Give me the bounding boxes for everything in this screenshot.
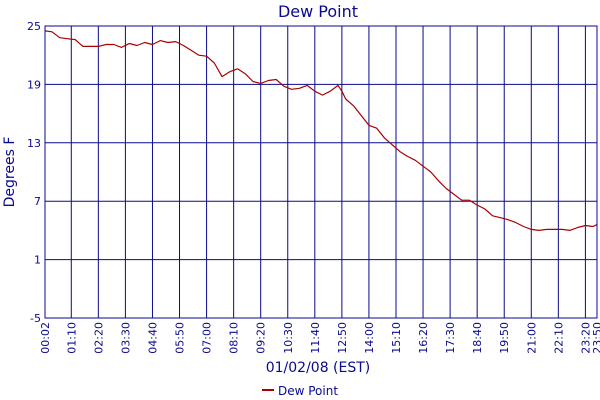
chart-title: Dew Point [278, 2, 358, 21]
y-tick-label: 7 [34, 195, 41, 208]
y-axis-label: Degrees F [2, 137, 18, 208]
x-tick-label: 05:50 [174, 322, 187, 354]
x-tick-label: 00:02 [39, 322, 52, 354]
x-tick-label: 23:20 [579, 322, 592, 354]
x-tick-label: 07:00 [201, 322, 214, 354]
x-tick-label: 16:20 [417, 322, 430, 354]
x-tick-label: 01:10 [65, 322, 78, 354]
x-tick-label: 11:40 [309, 322, 322, 354]
x-tick-label: 22:10 [552, 322, 565, 354]
legend-label: Dew Point [278, 384, 338, 398]
x-tick-label: 23:50 [591, 322, 600, 354]
x-tick-label: 08:10 [228, 322, 241, 354]
x-tick-label: 15:10 [390, 322, 403, 354]
x-tick-label: 17:30 [444, 322, 457, 354]
dew-point-series-line [44, 30, 598, 231]
x-tick-label: 09:20 [255, 322, 268, 354]
y-tick-label: 25 [27, 20, 41, 33]
x-tick-label: 18:40 [471, 322, 484, 354]
x-axis-label: 01/02/08 (EST) [266, 360, 371, 376]
x-tick-label: 12:50 [336, 322, 349, 354]
series-layer [44, 30, 598, 231]
plot-area-border [44, 25, 598, 319]
x-tick-label: 03:30 [119, 322, 132, 354]
x-tick-label: 04:40 [146, 322, 159, 354]
x-tick-label: 02:20 [92, 322, 105, 354]
y-tick-labels: -5 1 7 13 19 25 [27, 20, 41, 325]
y-tick-label: 13 [27, 137, 41, 150]
y-tick-label: 19 [27, 78, 41, 91]
x-tick-labels: 00:02 01:10 02:20 03:30 04:40 05:50 07:00 08:10… [39, 322, 600, 354]
y-tick-label: 1 [34, 254, 41, 267]
x-tick-label: 21:00 [525, 322, 538, 354]
y-tick-label: -5 [30, 312, 41, 325]
x-tick-label: 19:50 [498, 322, 511, 354]
grid [44, 25, 598, 319]
x-tick-label: 10:30 [282, 322, 295, 354]
legend: Dew Point [262, 384, 338, 398]
x-tick-label: 14:00 [363, 322, 376, 354]
